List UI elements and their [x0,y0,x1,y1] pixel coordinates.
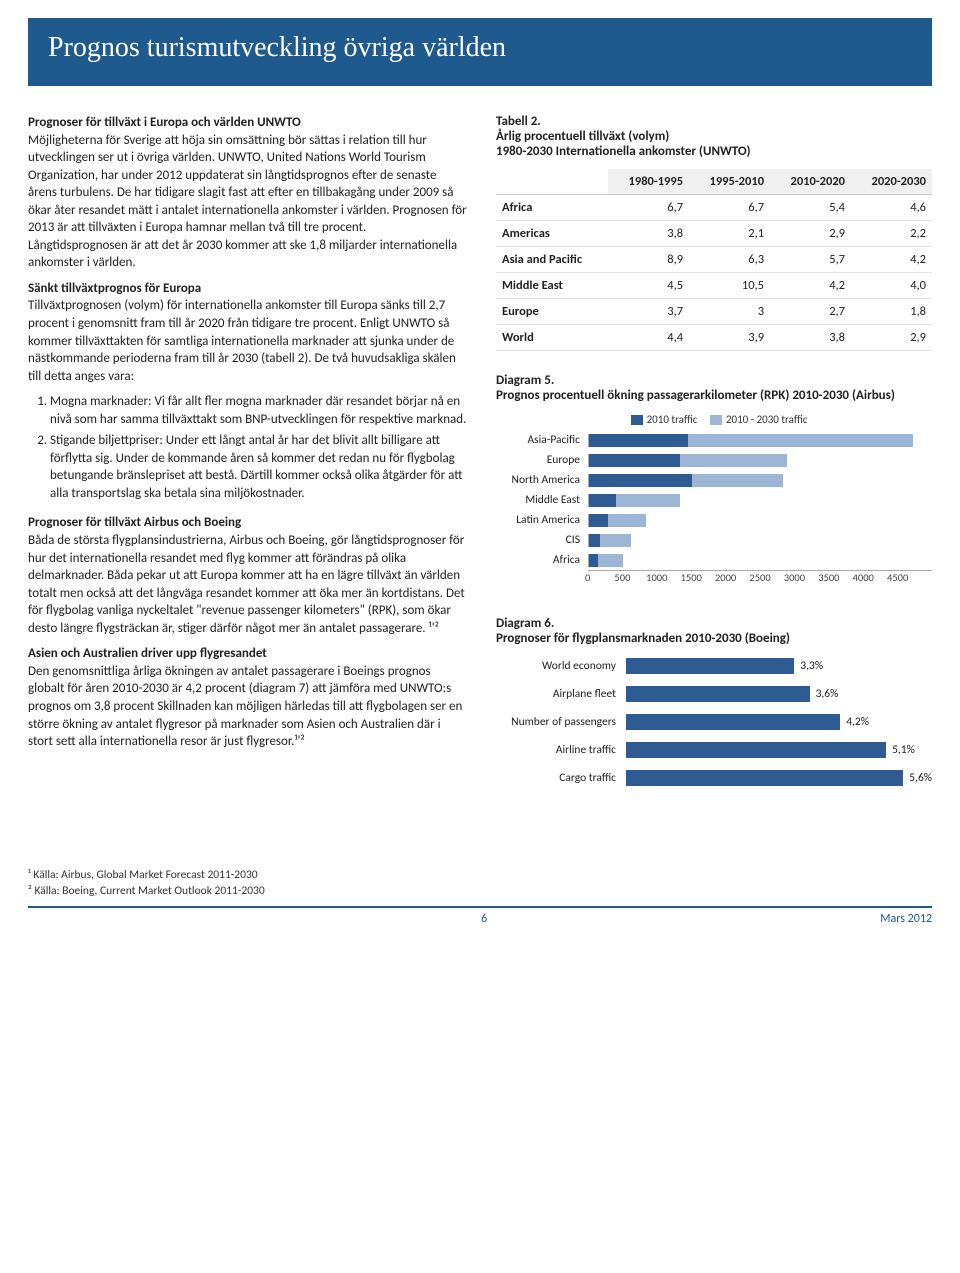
chart-label: CIS [496,533,588,547]
list-item-2: Stigande biljettpriser: Under ett långt … [50,432,468,502]
section-heading-3: Prognoser för tillväxt Airbus och Boeing [28,515,241,530]
diagram5-chart: 2010 traffic 2010 - 2030 traffic Asia-Pa… [496,413,932,584]
chart-row: Airplane fleet3,6% [496,686,932,702]
paragraph-3: Båda de största flygplansindustrierna, A… [28,533,465,636]
chart-row: Asia-Pacific [496,430,932,450]
section-heading-1: Prognoser för tillväxt i Europa och värl… [28,115,301,130]
table-header [496,169,608,195]
diagram5-subtitle: Prognos procentuell ökning passagerarkil… [496,388,932,403]
table-header: 2020-2030 [851,169,932,195]
chart-label: Airplane fleet [496,687,626,701]
footer-date: Mars 2012 [880,912,932,926]
page-title: Prognos turismutveckling övriga världen [48,32,912,64]
chart-row: Africa [496,550,932,570]
chart-row: Number of passengers4,2% [496,714,932,730]
chart-row: World economy3,3% [496,658,932,674]
footnote-2: ² Källa: Boeing, Current Market Outlook … [28,884,932,898]
chart-row: Cargo traffic5,6% [496,770,932,786]
tabell2-subtitle: Årlig procentuell tillväxt (volym) 1980-… [496,129,932,159]
footnote-1: ¹ Källa: Airbus, Global Market Forecast … [28,868,932,882]
diagram6-subtitle: Prognoser för flygplansmarknaden 2010-20… [496,631,932,646]
table-row: World4,43,93,82,9 [496,325,932,351]
paragraph-2: Tillväxtprognosen (volym) för internatio… [28,298,456,383]
table-header: 1995-2010 [689,169,770,195]
chart-label: Africa [496,553,588,567]
chart-label: North America [496,473,588,487]
diagram5-title: Diagram 5. [496,373,932,388]
chart-label: Latin America [496,513,588,527]
chart-label: Asia-Pacific [496,433,588,447]
table-row: Europe3,732,71,8 [496,299,932,325]
chart-row: Airline traffic5,1% [496,742,932,758]
diagram5-legend: 2010 traffic 2010 - 2030 traffic [496,413,932,426]
chart-label: Europe [496,453,588,467]
reasons-list: Mogna marknader: Vi får allt fler mogna … [28,393,468,502]
chart-row: Latin America [496,510,932,530]
page-footer: 6 Mars 2012 [28,906,932,926]
list-item-1: Mogna marknader: Vi får allt fler mogna … [50,393,468,428]
diagram6-title: Diagram 6. [496,616,932,631]
tabell2-table: 1980-19951995-20102010-20202020-2030 Afr… [496,169,932,351]
page-number: 6 [88,912,880,926]
paragraph-4: Den genomsnittliga årliga ökningen av an… [28,664,462,749]
chart-row: Middle East [496,490,932,510]
chart-row: CIS [496,530,932,550]
diagram6-chart: World economy3,3% Airplane fleet3,6% Numbe… [496,658,932,786]
paragraph-1: Möjligheterna för Sverige att höja sin o… [28,133,467,271]
table-row: Middle East4,510,54,24,0 [496,273,932,299]
table-row: Africa6,76,75,44,6 [496,195,932,221]
chart-label: Middle East [496,493,588,507]
table-header: 2010-2020 [770,169,851,195]
chart-label: Airline traffic [496,743,626,757]
footnotes: ¹ Källa: Airbus, Global Market Forecast … [28,868,932,898]
tabell2-title: Tabell 2. [496,114,932,129]
chart-label: Cargo traffic [496,771,626,785]
chart-row: Europe [496,450,932,470]
chart-label: Number of passengers [496,715,626,729]
left-column: Prognoser för tillväxt i Europa och värl… [28,114,468,798]
table-header: 1980-1995 [608,169,689,195]
table-row: Americas3,82,12,92,2 [496,221,932,247]
section-heading-2: Sänkt tillväxtprognos för Europa [28,281,201,296]
table-row: Asia and Pacific8,96,35,74,2 [496,247,932,273]
right-column: Tabell 2. Årlig procentuell tillväxt (vo… [496,114,932,798]
chart-row: North America [496,470,932,490]
title-bar: Prognos turismutveckling övriga världen [28,18,932,86]
chart-label: World economy [496,659,626,673]
section-heading-4: Asien och Australien driver upp flygresa… [28,646,267,661]
